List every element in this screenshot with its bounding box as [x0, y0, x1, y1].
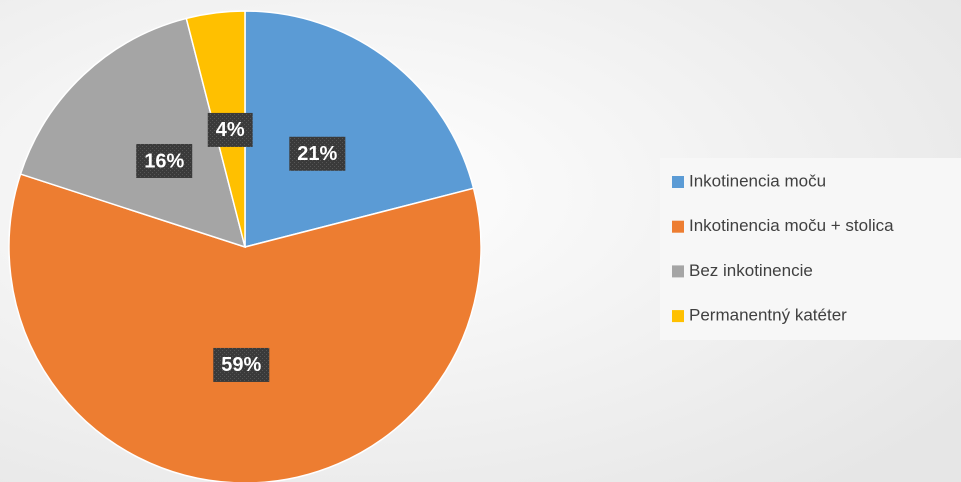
legend-box — [660, 158, 961, 340]
data-label: 16% — [144, 150, 184, 172]
data-label-box — [136, 143, 193, 178]
data-label: 59% — [221, 354, 261, 376]
pie-slice — [19, 17, 247, 249]
legend-marker — [672, 176, 684, 188]
legend-label: Permanentný katéter — [689, 306, 847, 325]
data-label-box — [213, 347, 270, 382]
pie-slice — [8, 173, 482, 482]
legend-marker — [672, 310, 684, 323]
legend-label: Inkotinencia moču + stolica — [689, 216, 894, 235]
data-label-box — [289, 136, 346, 171]
data-label-box — [207, 112, 253, 147]
legend-marker — [672, 265, 684, 278]
data-label: 21% — [297, 143, 337, 165]
legend-label: Inkotinencia moču — [689, 171, 826, 190]
legend-marker — [672, 220, 684, 233]
pie-slice — [244, 10, 475, 248]
data-label: 4% — [216, 119, 245, 141]
legend-label: Bez inkotinencie — [689, 261, 813, 280]
